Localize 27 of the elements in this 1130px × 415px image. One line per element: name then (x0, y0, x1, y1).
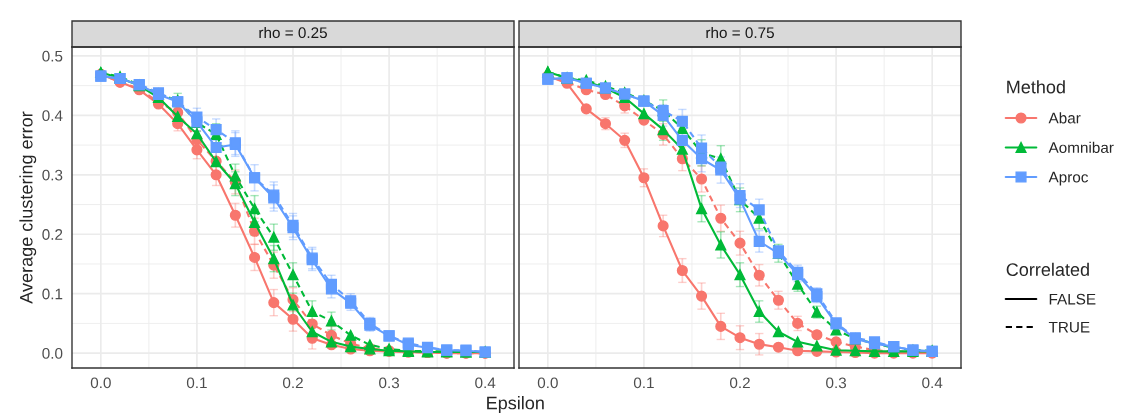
y-tick-label: 0.4 (42, 110, 63, 122)
x-axis-title: Epsilon (487, 396, 544, 413)
x-tick-label: 0.2 (282, 377, 303, 389)
x-tick-label: 0.0 (537, 377, 558, 389)
x-tick-label: 0.4 (922, 377, 943, 389)
chart-title: rho = 0.25 (259, 26, 327, 39)
y-tick-label: 0.1 (42, 288, 63, 300)
y-tick-label: 0.3 (42, 169, 63, 181)
text: Correlated (1006, 262, 1089, 277)
x-tick-label: 0.1 (633, 377, 654, 389)
x-tick-label: 0.3 (826, 377, 847, 389)
legend-label: Aproc (1048, 171, 1089, 186)
x-tick-label: 0.0 (90, 377, 111, 389)
x-tick-label: 0.3 (379, 377, 400, 389)
text: FALSE (1049, 293, 1096, 305)
chart-title: rho = 0.75 (706, 26, 774, 39)
legend-label: Aomnibar (1048, 141, 1114, 153)
y-tick-label: 0.5 (42, 50, 63, 62)
text: TRUE (1048, 321, 1090, 333)
x-tick-label: 0.4 (475, 377, 496, 389)
x-tick-label: 0.1 (186, 377, 207, 389)
y-tick-label: 0.2 (42, 229, 63, 240)
y-axis-title: Average clustering error (19, 111, 37, 304)
y-tick-label: 0.0 (42, 348, 63, 359)
text: Method (1007, 80, 1065, 94)
legend-label: Abar (1048, 112, 1081, 124)
x-tick-label: 0.2 (729, 377, 750, 389)
